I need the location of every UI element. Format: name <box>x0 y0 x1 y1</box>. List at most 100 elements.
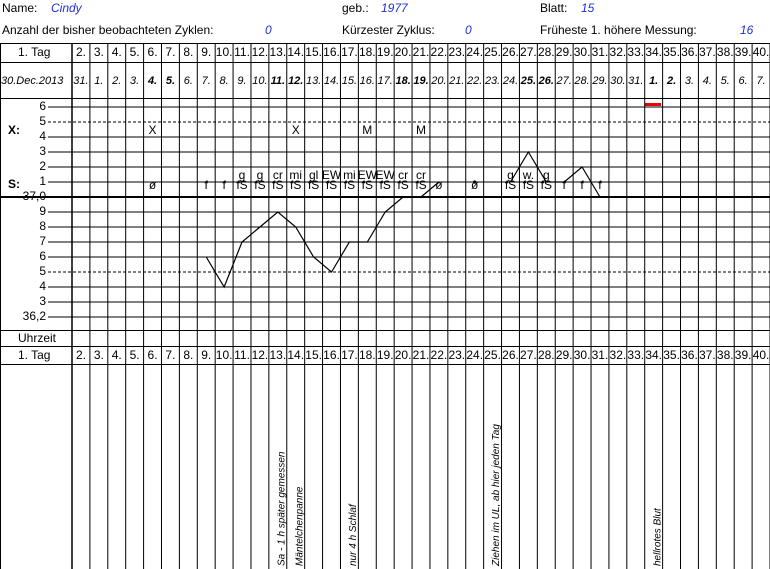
day-number: 40. <box>753 45 770 59</box>
s-sup: EW <box>376 168 396 182</box>
date: 15. <box>342 75 357 87</box>
s-mark: fS <box>290 178 301 192</box>
day-number: 34. <box>645 348 662 362</box>
date: 4. <box>147 75 157 87</box>
day-number: 17. <box>341 45 358 59</box>
day-number: 24. <box>466 45 483 59</box>
date: 29. <box>591 75 607 87</box>
day-number: 39. <box>735 45 752 59</box>
day-number: 19. <box>377 348 394 362</box>
date: 18. <box>395 75 410 87</box>
date: 3. <box>685 75 694 87</box>
date: 13. <box>306 75 321 87</box>
temp-tick-label: 1 <box>39 174 46 188</box>
day-number: 32. <box>610 45 627 59</box>
sheet-label: Blatt: <box>540 1 567 15</box>
sheet: 15 <box>581 1 595 15</box>
day-number: 28. <box>538 45 555 59</box>
day-number: 5. <box>130 45 140 59</box>
s-label: S: <box>8 177 20 191</box>
s-sup: EW <box>358 168 378 182</box>
cycles-label: Anzahl der bisher beobachteten Zyklen: <box>2 23 213 37</box>
day-number: 22. <box>431 348 448 362</box>
day-number: 35. <box>663 45 680 59</box>
s-mark: fS <box>308 178 319 192</box>
day-number: 37. <box>699 348 716 362</box>
day-number: 37. <box>699 45 716 59</box>
date: 1. <box>649 75 658 87</box>
day-number: 24. <box>466 348 483 362</box>
day-number: 15. <box>305 45 322 59</box>
name: Cindy <box>51 1 83 15</box>
day-number: 5. <box>130 348 140 362</box>
date: 23. <box>484 75 500 87</box>
date: 26. <box>538 75 554 87</box>
s-sup: EW <box>322 168 342 182</box>
day-number: 3. <box>94 45 104 59</box>
day-number: 23. <box>448 348 465 362</box>
date: 25. <box>520 75 536 87</box>
day-number: 18. <box>359 45 376 59</box>
day-number: 12. <box>252 45 269 59</box>
day-number: 35. <box>663 348 680 362</box>
s-sup: cr <box>273 168 283 182</box>
day-number: 16. <box>323 348 340 362</box>
day-number: 30. <box>574 348 591 362</box>
note: Ziehen im UL, ab hier jeden Tag <box>491 424 502 567</box>
day-number: 15. <box>305 348 322 362</box>
note: hellrotes Blut <box>652 507 663 566</box>
day-number: 36. <box>681 45 698 59</box>
day-number: 4. <box>112 45 122 59</box>
day-number: 12. <box>252 348 269 362</box>
day-number: 32. <box>610 348 627 362</box>
temp-tick-label: 5 <box>39 114 46 128</box>
date: 21. <box>448 75 464 87</box>
day-number: 19. <box>377 45 394 59</box>
day-number: 6. <box>148 348 158 362</box>
shortest-label: Kürzester Zyklus: <box>342 23 435 37</box>
day-number: 30. <box>574 45 591 59</box>
s-sup: cr <box>416 168 426 182</box>
day-number: 29. <box>556 45 573 59</box>
date: 17. <box>378 75 393 87</box>
date: 9. <box>237 75 246 87</box>
date: 12. <box>288 75 303 87</box>
temp-tick-label: 3 <box>39 294 46 308</box>
note: nur 4 h Schlaf <box>348 503 359 566</box>
temp-tick-label: 9 <box>39 204 46 218</box>
day-number: 14. <box>287 45 304 59</box>
day-number: 21. <box>413 45 430 59</box>
day-number: 7. <box>165 45 175 59</box>
s-sup: g <box>543 168 550 182</box>
note: Mäntelchenpanne <box>294 486 305 566</box>
day-number: 36. <box>681 348 698 362</box>
day-number: 28. <box>538 348 555 362</box>
s-sup: gl <box>309 168 318 182</box>
first-date: 30.Dec.2013 <box>1 75 64 87</box>
date: 28. <box>573 75 589 87</box>
first-day-label: 1. Tag <box>18 45 50 59</box>
x-mark: X <box>149 123 157 137</box>
temperature-line <box>205 181 440 289</box>
s-mark: ø <box>149 178 157 192</box>
day-number: 6. <box>148 45 158 59</box>
earliest: 16 <box>740 23 754 37</box>
date: 31. <box>73 75 88 87</box>
first-higher-marker <box>645 103 661 106</box>
s-mark: f <box>205 178 209 192</box>
day-number: 11. <box>234 348 250 362</box>
date: 1. <box>94 75 103 87</box>
day-number: 31. <box>592 348 609 362</box>
temp-tick-label: 36,2 <box>23 309 47 323</box>
date: 2. <box>111 75 121 87</box>
day-number: 34. <box>645 45 662 59</box>
s-mark: fS <box>236 178 247 192</box>
s-mark: fS <box>397 178 408 192</box>
temp-tick-label: 6 <box>39 249 46 263</box>
s-mark: f <box>563 178 567 192</box>
day-number: 25. <box>484 45 501 59</box>
day-number: 8. <box>183 348 193 362</box>
earliest-label: Früheste 1. höhere Messung: <box>540 23 697 37</box>
s-mark: fS <box>541 178 552 192</box>
